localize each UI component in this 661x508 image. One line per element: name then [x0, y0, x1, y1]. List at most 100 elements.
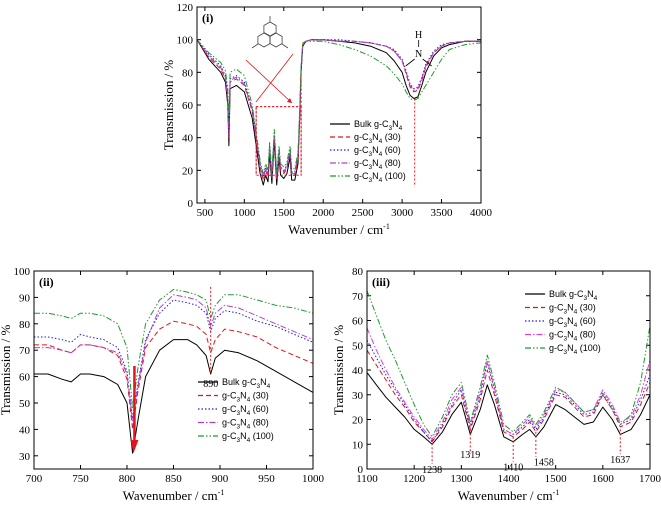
legend-text-part: 4: [379, 177, 383, 184]
legend-text-part: 4: [247, 424, 251, 431]
y-tick-label: 50: [19, 398, 31, 410]
legend-text-part: 4: [247, 410, 251, 417]
y-tick-label: 60: [182, 100, 194, 112]
legend-text-part: 3: [389, 125, 393, 132]
legend-text-part: (60): [382, 145, 401, 155]
legend-text-part: 3: [257, 383, 261, 390]
legend-text-part: 3: [237, 397, 241, 404]
legend-text-part: 3: [237, 424, 241, 431]
peak-label: 1458: [534, 458, 554, 469]
legend-text-part: N: [567, 330, 574, 340]
x-tick-label: 4000: [470, 207, 493, 219]
molecule-ring: [257, 32, 271, 48]
series-group: [367, 290, 650, 445]
legend-text-part: N: [372, 171, 379, 181]
legend-text-part: (80): [250, 418, 269, 428]
x-tick-label: 1100: [356, 473, 378, 485]
legend-entry: g-C3N4 (30): [549, 303, 596, 316]
panel-label: (i): [202, 11, 213, 25]
legend-text-part: (30): [577, 303, 596, 313]
x-axis-label: Wavenumber / cm-1: [123, 488, 225, 503]
legend-text-part: (60): [577, 316, 596, 326]
y-axis-label: Transmission / %: [331, 325, 346, 416]
legend-entry: g-C3N4 (80): [222, 418, 269, 431]
series-line: [34, 320, 313, 430]
legend-text-part: N: [587, 289, 594, 299]
y-tick-label: 50: [352, 340, 364, 352]
legend-text-part: N: [372, 158, 379, 168]
nh-label-h: H: [415, 30, 422, 41]
legend-text-part: 4: [247, 397, 251, 404]
legend-text-part: 3: [369, 177, 373, 184]
x-tick-label: 1500: [545, 473, 568, 485]
x-tick-label: 3500: [431, 207, 454, 219]
legend-text-part: g-C: [549, 303, 564, 313]
legend-text-part: N: [372, 132, 379, 142]
y-tick-label: 40: [182, 133, 194, 145]
x-tick-label: 850: [165, 473, 182, 485]
pointer-arrow: [255, 53, 294, 103]
series-line: [197, 39, 481, 178]
legend-text-part: 3: [564, 322, 568, 329]
legend-entry: g-C3N4 (100): [354, 171, 406, 184]
y-tick-label: 70: [19, 345, 31, 357]
x-tick-label: 1600: [592, 473, 615, 485]
series-line: [197, 39, 481, 186]
x-tick-label: 1300: [450, 473, 473, 485]
legend-text-part: Bulk g-C: [354, 119, 389, 129]
plot-frame: [366, 270, 651, 470]
molecule-bond: [281, 43, 289, 49]
legend-entry: g-C3N4 (100): [222, 431, 274, 444]
series-line: [34, 289, 313, 409]
legend-text-part: 3: [369, 151, 373, 158]
legend-text-part: 4: [379, 151, 383, 158]
legend-text-part: g-C: [222, 431, 237, 441]
nh-label-n: N: [415, 49, 422, 60]
x-axis-label-sup: -1: [218, 488, 225, 497]
legend-text-part: (60): [250, 404, 269, 414]
legend-text-part: 3: [564, 309, 568, 316]
series-line: [367, 349, 650, 443]
y-tick-label: 60: [352, 316, 364, 328]
legend-text-part: 4: [574, 309, 578, 316]
series-line: [367, 290, 650, 438]
legend-text-part: 4: [379, 138, 383, 145]
nh-bond: [422, 58, 432, 67]
series-line: [34, 294, 313, 422]
legend-text-part: g-C: [354, 158, 369, 168]
legend-text-part: N: [240, 418, 247, 428]
series-line: [367, 327, 650, 440]
peak-label: 1410: [503, 463, 523, 474]
legend-entry: g-C3N4 (80): [549, 330, 596, 343]
y-axis-label: Transmission / %: [161, 60, 176, 151]
y-tick-label: 0: [358, 464, 364, 476]
series-group: [34, 289, 313, 454]
x-tick-label: 1200: [403, 473, 426, 485]
y-axis-label: Transmission / %: [0, 325, 13, 416]
legend-entry: g-C3N4 (80): [354, 158, 401, 171]
x-tick-label: 750: [72, 473, 89, 485]
legend-entry: g-C3N4 (60): [549, 316, 596, 329]
y-tick-label: 20: [352, 415, 364, 427]
legend-text-part: (80): [382, 158, 401, 168]
y-tick-label: 80: [19, 319, 31, 331]
x-tick-label: 3000: [391, 207, 414, 219]
legend-text-part: g-C: [222, 391, 237, 401]
y-tick-label: 20: [182, 165, 194, 177]
legend-text-part: 4: [574, 349, 578, 356]
x-tick-label: 1400: [498, 473, 521, 485]
chart-panel-1: 500 1000 1500 2000 2500 3000 3500 4000 0 20 40 60 80…: [161, 2, 493, 237]
legend-text-part: N: [240, 391, 247, 401]
legend-text-part: N: [240, 404, 247, 414]
molecule-ring: [269, 32, 283, 48]
legend-text-part: 4: [594, 295, 598, 302]
legend-entry: Bulk g-C3N4: [549, 289, 598, 302]
peak-label-890: 890: [203, 379, 218, 390]
series-line: [367, 372, 650, 445]
series-line: [34, 339, 313, 454]
nh-bond: [405, 58, 415, 67]
x-axis-label-sup: -1: [553, 488, 560, 497]
x-axis-label: Wavenumber / cm-1: [458, 488, 560, 503]
y-tick-label: 100: [14, 266, 31, 278]
x-axis-label-sup: -1: [383, 222, 390, 231]
